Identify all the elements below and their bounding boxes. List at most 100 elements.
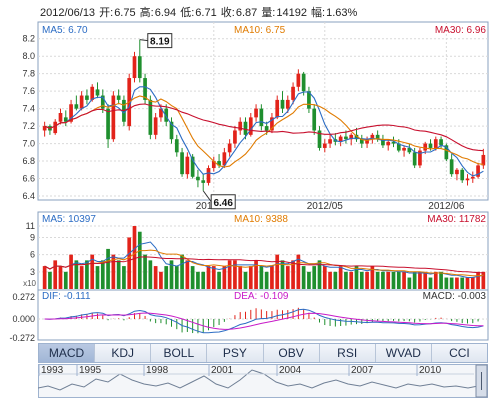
candle-body [354, 134, 359, 140]
macd-y-tick: -0.272 [9, 333, 35, 342]
price-y-tick: 6.6 [22, 174, 35, 184]
volume-bar [174, 266, 179, 289]
volume-y-tick: 11 [26, 221, 35, 231]
volume-bar [285, 266, 290, 289]
tab-obv[interactable]: OBV [264, 344, 320, 362]
candle-body [455, 169, 459, 175]
vol-ma30-legend: MA30: 11782 [427, 214, 486, 225]
volume-y-ticks: 119 6 3 [26, 221, 35, 277]
tab-wvad[interactable]: WVAD [376, 344, 432, 362]
price-y-tick: 7.2 [22, 121, 35, 131]
volume-bar [85, 260, 89, 289]
change-value: 1.63% [326, 7, 358, 19]
navigator-year-label: 1993 [41, 365, 64, 376]
volume-bar [238, 266, 243, 289]
macd-lines [44, 308, 484, 334]
candle-body [211, 161, 216, 169]
candle-body [359, 139, 364, 144]
volume-y-tick: 3 [30, 267, 35, 277]
candle-body [143, 78, 147, 100]
candle-body [407, 147, 412, 153]
close-label: 收: [220, 7, 235, 19]
change-label: 幅: [311, 7, 326, 19]
candle-body [322, 143, 327, 148]
volume-bar [79, 266, 84, 289]
navigator-year-label: 2001 [211, 365, 234, 376]
vol-ma10-legend: MA10: 9388 [234, 214, 288, 225]
volume-bar [164, 266, 169, 289]
volume-bar [391, 271, 396, 289]
candle-body [90, 86, 95, 100]
volume-bar [137, 231, 142, 289]
candle-body [444, 145, 449, 160]
candle-body [248, 117, 253, 135]
charts-canvas[interactable]: 8.28.07.87.67.47.27.06.86.66.4 2012/0420… [0, 0, 493, 342]
volume-label: 量: [261, 7, 276, 19]
candle-body [190, 156, 195, 177]
volume-bar [365, 271, 369, 289]
candle-body [222, 152, 227, 166]
quote-header: 2012/06/13 开:6.75 高:6.94 低:6.71 收:6.87 量… [40, 4, 358, 20]
volume-bar [148, 260, 153, 289]
tab-boll[interactable]: BOLL [151, 344, 208, 362]
volume-bar [74, 260, 79, 289]
volume-bar [217, 271, 221, 289]
dea-legend: DEA: -0.109 [234, 291, 289, 302]
volume-bar [58, 266, 63, 289]
volume-bar [143, 254, 147, 289]
macd-legend: MACD: -0.003 [423, 291, 487, 302]
tab-kdj[interactable]: KDJ [95, 344, 152, 362]
volume-bar [169, 260, 174, 289]
open-value: 6.75 [114, 7, 136, 19]
candle-body [132, 56, 137, 79]
candle-body [317, 130, 322, 148]
volume-bar [42, 266, 47, 289]
volume-bar [127, 237, 132, 289]
candlesticks [42, 39, 486, 191]
volume-y-tick: 6 [30, 250, 35, 260]
volume-bar [354, 266, 359, 289]
candle-body [159, 108, 163, 118]
volume-bar [449, 277, 454, 289]
price-x-tick: 2012/06 [428, 201, 465, 212]
candle-body [259, 108, 264, 127]
candle-body [285, 99, 290, 109]
volume-bar [106, 248, 110, 289]
volume-bar [159, 271, 163, 289]
candle-body [291, 86, 295, 100]
volume-bar [222, 266, 227, 289]
tab-rsi[interactable]: RSI [320, 344, 376, 362]
volume-bar [63, 271, 68, 289]
candle-body [100, 95, 105, 109]
volume-bar [307, 271, 311, 289]
candle-body [396, 143, 401, 151]
history-navigator[interactable]: 1993 1995 1998 2001 2004 2007 2010 [38, 364, 488, 398]
tab-macd[interactable]: MACD [39, 344, 96, 362]
high-value: 6.94 [154, 7, 177, 19]
volume-bar [344, 271, 348, 289]
tab-cci[interactable]: CCI [449, 346, 470, 360]
candle-body [206, 168, 211, 183]
navigator-year-label: 1995 [79, 365, 102, 376]
volume-bars [42, 226, 486, 289]
low-value: 6.71 [195, 7, 217, 19]
volume-bar [439, 271, 443, 289]
volume-bar [227, 260, 232, 289]
volume-bar [264, 271, 269, 289]
volume-bar [248, 266, 253, 289]
price-y-tick: 7.4 [22, 104, 35, 114]
candle-body [148, 99, 153, 135]
volume-bar [122, 266, 126, 289]
volume-bar [116, 260, 121, 289]
candle-body [433, 139, 438, 148]
navigator-year-label: 2010 [419, 365, 442, 376]
candle-body [312, 108, 317, 131]
volume-bar [328, 271, 332, 289]
candle-body [296, 73, 301, 87]
tab-psy[interactable]: PSY [207, 344, 264, 362]
candle-body [370, 134, 375, 140]
volume-bar [407, 277, 412, 289]
volume-bar [433, 271, 438, 289]
ma5-legend: MA5: 6.70 [42, 25, 88, 36]
